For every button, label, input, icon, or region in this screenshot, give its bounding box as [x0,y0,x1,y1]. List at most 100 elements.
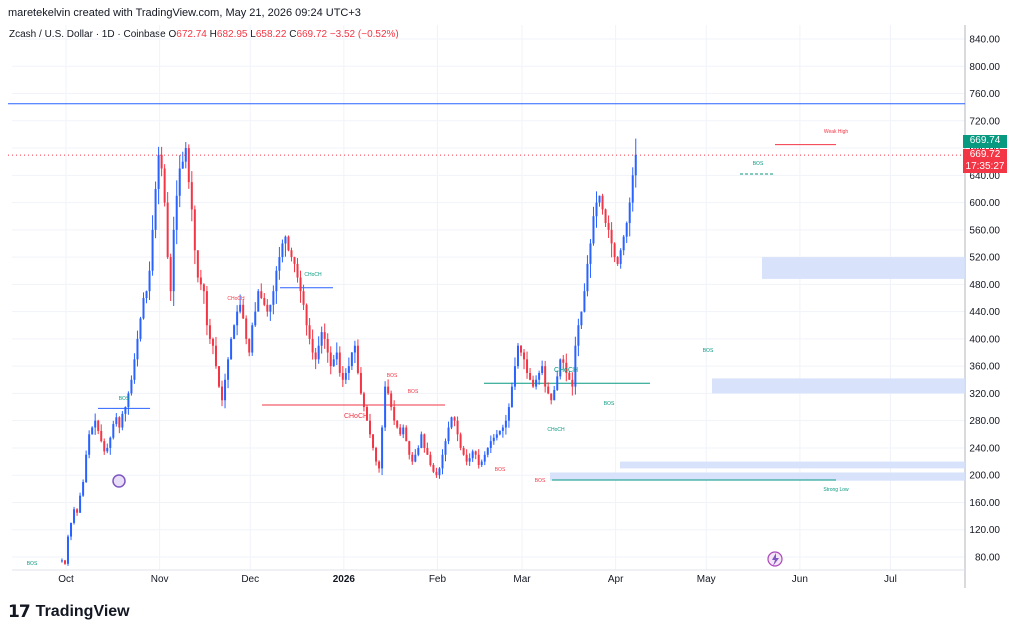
candle-body [76,509,79,513]
candle-body [112,424,115,438]
candle-body [163,168,166,203]
candle-body [495,434,498,438]
candle-body [127,393,130,408]
candle-body [205,291,208,326]
candle-body [172,229,175,292]
annotation-label: BOS [604,401,615,407]
candle-body [266,304,269,312]
candle-body [124,407,127,414]
candle-body [287,236,290,251]
candle-body [142,298,145,319]
candle-body [598,195,601,203]
candle-body [353,345,356,353]
candle-body [70,522,73,537]
candle-body [230,338,233,360]
candle-body [169,257,172,292]
candle-body [130,379,133,394]
candle-body [468,458,471,462]
candle-body [281,243,284,258]
candle-body [221,386,224,401]
candle-body [88,434,91,455]
candle-body [305,304,308,326]
candle-body [589,243,592,264]
candle-body [227,359,230,380]
candle-body [356,345,359,373]
candle-body [450,417,453,428]
candle-body [402,427,405,435]
candle-body [211,338,214,346]
open-label: O [168,29,177,40]
x-tick-label: Feb [429,574,447,585]
candle-body [233,325,236,339]
candle-body [338,352,341,373]
candle-body [290,250,293,258]
annotation-label: BOS [703,348,714,354]
candle-body [284,236,287,244]
candle-body [115,417,118,425]
candle-body [272,291,275,305]
candle-body [67,536,69,564]
candle-body [610,229,613,244]
candle-body [453,417,456,421]
candle-body [257,291,260,312]
y-tick-label: 400.00 [969,334,1000,345]
candle-body [628,202,631,224]
candle-body [332,359,335,367]
x-tick-label: 2026 [333,574,356,585]
candle-body [553,390,556,401]
candle-body [387,386,390,394]
candle-body [565,362,568,373]
candle-body [100,430,103,442]
candle-body [465,454,468,462]
price-chart[interactable]: BOSBOSCHoCHCHoCHCHoCHBOSBOSBOSCHoCHBOSCH… [0,0,1024,600]
candle-body [504,420,507,428]
candle-body [166,202,169,258]
y-tick-label: 760.00 [969,89,1000,100]
candle-body [85,454,88,483]
tradingview-brand[interactable]: 17 TradingView [8,602,130,622]
candle-body [311,338,314,353]
candle-body [199,277,202,285]
candle-body [245,318,248,339]
candle-body [208,325,211,339]
y-tick-label: 200.00 [969,471,1000,482]
candle-body [544,366,547,387]
candle-body [426,447,429,455]
candle-body [498,430,501,435]
candle-body [444,441,447,455]
candle-body [568,372,571,380]
candle-body [580,311,583,326]
candle-body [523,352,526,360]
candle-body [423,434,426,448]
candle-body [399,427,402,435]
candle-body [577,325,580,346]
candle-body [535,379,538,387]
candle-body [622,236,625,251]
candle-body [631,175,634,203]
candle-body [106,447,109,452]
x-tick-label: Dec [241,574,259,585]
candle-body [459,434,462,448]
candle-body [350,352,353,367]
candle-body [196,250,199,278]
high-label: H [209,29,217,40]
x-tick-label: Oct [58,574,74,585]
low-value: 658.22 [255,29,287,40]
candle-body [432,464,435,472]
supply-demand-zone [620,461,965,469]
annotation-label: CHoCH [304,272,322,278]
candle-body [372,434,375,448]
candle-body [538,372,541,380]
candle-body [441,454,444,469]
candle-body [390,393,393,408]
annotation-label: BOS [27,561,38,567]
candle-body [510,386,513,408]
candle-body [320,332,323,346]
x-tick-label: Nov [151,574,169,585]
y-tick-label: 720.00 [969,116,1000,127]
candle-body [251,325,254,353]
symbol-legend: Zcash / U.S. Dollar · 1D · Coinbase O672… [9,29,399,40]
candle-body [489,441,492,448]
attribution: maretekelvin created with TradingView.co… [8,7,361,19]
candle-body [625,223,628,237]
